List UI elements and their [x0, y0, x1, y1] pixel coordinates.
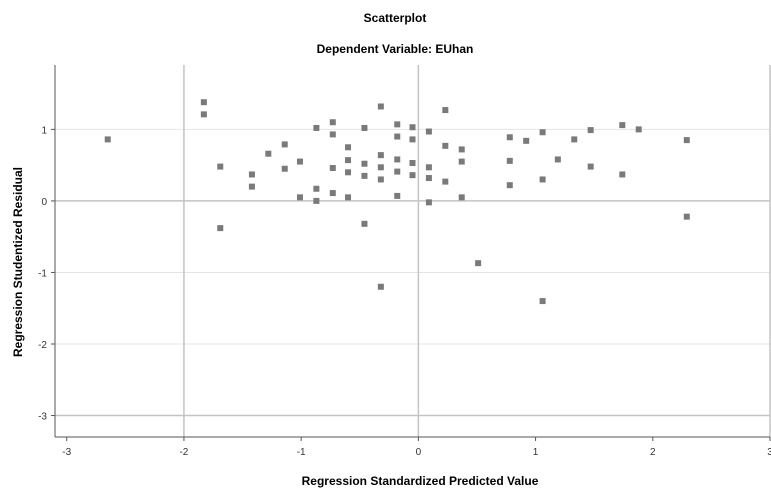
- data-point: [296, 158, 303, 165]
- y-tick-label: -1: [38, 268, 47, 279]
- data-point: [425, 128, 432, 135]
- data-point: [635, 126, 642, 133]
- data-point: [377, 283, 384, 290]
- data-point: [409, 124, 416, 131]
- data-point: [425, 175, 432, 182]
- x-tick-label: 2: [650, 447, 656, 458]
- data-point: [313, 197, 320, 204]
- data-point: [554, 156, 561, 163]
- data-point: [409, 136, 416, 143]
- data-point: [539, 298, 546, 305]
- data-point: [361, 172, 368, 179]
- data-point: [248, 183, 255, 190]
- data-point: [313, 185, 320, 192]
- data-point: [394, 133, 401, 140]
- data-point: [329, 119, 336, 126]
- data-point: [619, 171, 626, 178]
- data-point: [442, 142, 449, 149]
- chart-title: Scatterplot: [364, 11, 427, 25]
- y-tick-label: 1: [41, 125, 47, 136]
- data-point: [587, 127, 594, 134]
- data-point: [458, 158, 465, 165]
- data-point: [475, 260, 482, 267]
- data-point: [345, 169, 352, 176]
- plot-area: -3 -2 -1 0 1 2 3 -3 -2 -1 0 1: [38, 65, 771, 458]
- data-point: [587, 163, 594, 170]
- data-point: [394, 168, 401, 175]
- data-point: [409, 160, 416, 167]
- x-tick-label: 1: [533, 447, 539, 458]
- x-tick-label: 0: [416, 447, 422, 458]
- y-axis-label: Regression Studentized Residual: [11, 167, 25, 357]
- data-point: [506, 182, 513, 189]
- data-point: [313, 124, 320, 131]
- data-point: [345, 194, 352, 201]
- data-point: [200, 99, 207, 106]
- plot-background: [55, 65, 770, 437]
- data-point: [217, 225, 224, 232]
- y-tick-label: 0: [41, 197, 47, 208]
- data-point: [571, 136, 578, 143]
- data-point: [248, 171, 255, 178]
- data-point: [394, 156, 401, 163]
- x-tick-label: -2: [179, 447, 188, 458]
- data-point: [345, 157, 352, 164]
- x-axis-label: Regression Standardized Predicted Value: [302, 474, 539, 488]
- data-point: [345, 144, 352, 151]
- data-point: [296, 194, 303, 201]
- x-tick-label: -1: [297, 447, 306, 458]
- data-point: [619, 122, 626, 129]
- data-point: [394, 121, 401, 128]
- data-point: [361, 124, 368, 131]
- data-point: [409, 172, 416, 179]
- data-point: [506, 157, 513, 164]
- data-point: [539, 129, 546, 136]
- data-point: [506, 134, 513, 141]
- data-point: [442, 107, 449, 114]
- data-point: [281, 165, 288, 172]
- data-point: [361, 220, 368, 227]
- data-point: [539, 176, 546, 183]
- x-tick-label: -3: [62, 447, 71, 458]
- data-point: [104, 136, 111, 143]
- data-point: [329, 190, 336, 197]
- data-point: [683, 137, 690, 144]
- data-point: [458, 146, 465, 153]
- data-point: [425, 199, 432, 206]
- data-point: [377, 176, 384, 183]
- y-tick-label: -3: [38, 412, 47, 423]
- chart-subtitle: Dependent Variable: EUhan: [317, 42, 474, 56]
- data-point: [683, 213, 690, 220]
- data-point: [329, 165, 336, 172]
- data-point: [523, 137, 530, 144]
- data-point: [329, 131, 336, 138]
- data-point: [217, 163, 224, 170]
- data-point: [377, 152, 384, 159]
- y-tick-label: -2: [38, 340, 47, 351]
- data-point: [394, 192, 401, 199]
- data-point: [377, 164, 384, 171]
- data-point: [361, 160, 368, 167]
- data-point: [265, 150, 272, 157]
- data-point: [281, 141, 288, 148]
- data-point: [377, 103, 384, 110]
- data-point: [200, 111, 207, 118]
- data-point: [442, 178, 449, 185]
- x-tick-label: 3: [767, 447, 771, 458]
- data-point: [425, 164, 432, 171]
- data-point: [458, 194, 465, 201]
